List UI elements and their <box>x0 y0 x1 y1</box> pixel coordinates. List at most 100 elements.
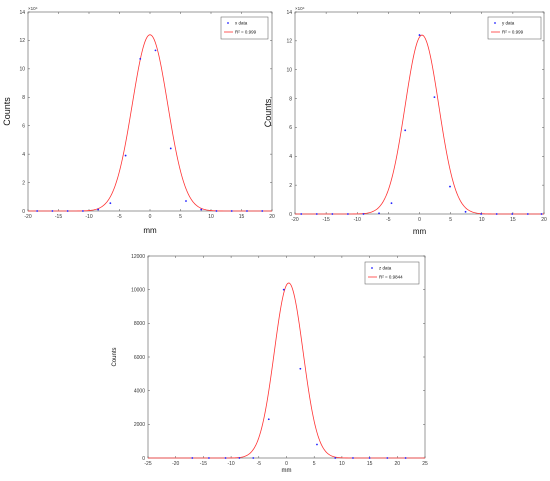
data-point <box>267 418 270 421</box>
y-tick-label: 14 <box>286 10 292 16</box>
data-point <box>215 210 218 212</box>
x-tick-label: -25 <box>144 461 151 467</box>
x-tick-label: -15 <box>55 214 62 220</box>
plot-area <box>147 255 426 459</box>
data-point <box>66 210 69 212</box>
data-point <box>368 457 371 459</box>
data-point <box>299 367 302 370</box>
x-tick-label: -15 <box>323 217 330 223</box>
x-tick-label: -20 <box>291 217 298 223</box>
x-tick-label: 0 <box>418 217 421 223</box>
x-tick-label: 10 <box>479 217 485 223</box>
x-tick-label: -5 <box>257 461 262 467</box>
data-point <box>378 212 380 215</box>
y-tick-label: 2000 <box>134 422 145 428</box>
y-tick-label: 8000 <box>134 321 145 327</box>
legend-box <box>364 261 420 285</box>
data-point <box>238 457 241 459</box>
x-tick-label: -10 <box>227 461 234 467</box>
chart-x-data: -20 -15 -10 -5 0 5 10 15 20 0 2 4 6 8 10 12 14×10⁴ mm Coun… <box>2 6 275 235</box>
x-tick-label: -5 <box>386 217 391 223</box>
data-point <box>36 210 39 212</box>
x-tick-label: 5 <box>449 217 452 223</box>
legend-box <box>487 16 542 40</box>
y-tick-label: 4000 <box>134 388 145 394</box>
y-tick-label: 8 <box>289 96 292 102</box>
data-point <box>261 210 264 212</box>
x-axis-label: mm <box>282 468 292 474</box>
data-point <box>124 154 127 157</box>
x-tick-label: 20 <box>269 214 275 220</box>
data-point <box>386 457 389 459</box>
data-point <box>511 213 514 215</box>
legend-label-data: x data <box>235 21 248 26</box>
y-tick-label: 10 <box>19 67 25 73</box>
y-axis-label: Counts <box>2 97 12 126</box>
data-point <box>191 457 194 459</box>
x-tick-label: 15 <box>239 214 245 220</box>
data-point <box>82 210 84 212</box>
plot-area <box>27 11 273 212</box>
y-tick-label: 8 <box>22 95 25 101</box>
x-axis-label: mm <box>413 227 427 236</box>
y-tick-label: 4 <box>22 152 25 158</box>
data-point <box>480 213 483 215</box>
data-point <box>230 210 233 212</box>
x-tick-label: -10 <box>354 217 361 223</box>
data-point <box>300 213 303 215</box>
y-tick-label: 14 <box>19 10 25 16</box>
data-point <box>347 213 349 215</box>
y-tick-label: 6000 <box>134 355 145 361</box>
fit-curve <box>148 282 425 459</box>
x-tick-label: -10 <box>85 214 92 220</box>
data-point <box>282 288 285 291</box>
y-axis-label: Counts <box>263 98 273 127</box>
legend-label-fit: R² = 0.9844 <box>379 275 403 280</box>
data-point <box>51 210 54 212</box>
chart-z-data: -25 -20 -15 -10 -5 0 5 10 15 20 25 0 2000 4000 6000 800… <box>112 254 428 474</box>
y-tick-label: 2 <box>22 180 25 186</box>
legend-marker <box>494 22 496 24</box>
x-tick-label: 20 <box>541 217 547 223</box>
plot-area <box>294 11 545 215</box>
data-point <box>185 200 187 202</box>
data-point <box>315 213 318 215</box>
data-point <box>224 457 227 459</box>
data-point <box>526 213 529 215</box>
data-point <box>540 213 543 215</box>
y-exponent-label: ×10⁴ <box>28 6 38 11</box>
x-tick-label: -5 <box>117 214 122 220</box>
legend-label-fit: R² = 0.999 <box>502 30 524 35</box>
x-tick-label: 0 <box>149 214 152 220</box>
data-point <box>331 213 334 215</box>
data-point <box>139 58 142 60</box>
y-exponent-label: ×10⁴ <box>295 6 305 11</box>
x-tick-label: 5 <box>313 461 316 467</box>
x-tick-label: 25 <box>422 461 428 467</box>
legend-marker <box>227 22 229 24</box>
data-point <box>334 457 337 459</box>
legend-box <box>220 16 269 40</box>
chart-y-data: -20 -15 -10 -5 0 5 10 15 20 0 2 4 6 8 10 12 14×10⁴ mm Coun… <box>263 6 547 236</box>
data-point <box>169 147 172 150</box>
data-point <box>252 457 255 459</box>
y-tick-label: 10000 <box>131 287 145 293</box>
y-tick-label: 10 <box>286 68 292 74</box>
data-point <box>404 457 407 459</box>
data-point <box>449 185 451 188</box>
legend-label-data: y data <box>502 21 515 26</box>
data-point <box>154 49 157 52</box>
data-point <box>208 457 210 459</box>
x-tick-label: 5 <box>179 214 182 220</box>
y-tick-label: 0 <box>289 212 292 218</box>
legend-marker <box>371 267 373 269</box>
data-point <box>200 208 203 211</box>
x-tick-label: 15 <box>510 217 516 223</box>
data-point <box>97 208 100 211</box>
y-tick-label: 2 <box>289 183 292 189</box>
x-tick-label: 10 <box>339 461 345 467</box>
data-point <box>246 210 248 212</box>
data-point <box>418 34 421 36</box>
data-point <box>390 202 393 205</box>
x-tick-label: 0 <box>285 461 288 467</box>
